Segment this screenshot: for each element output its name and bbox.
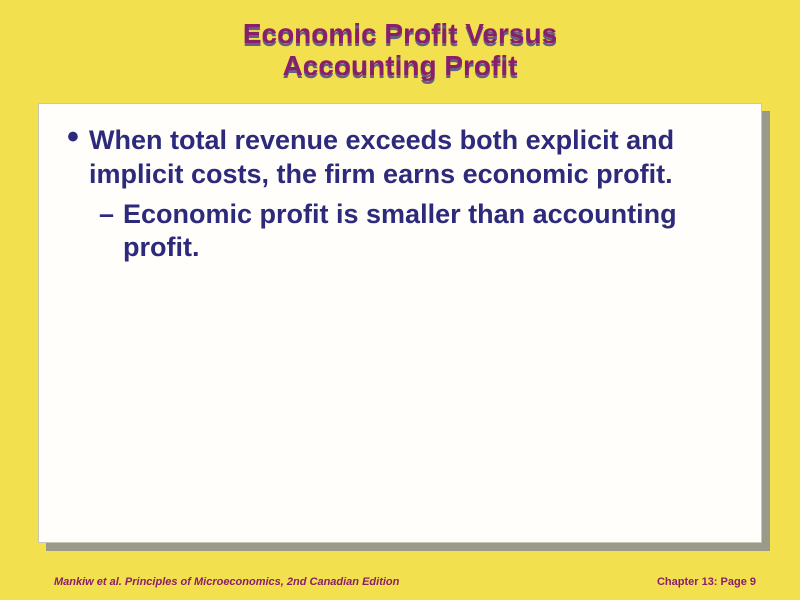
- slide-title: Economic Profit Versus Accounting Profit…: [0, 0, 800, 90]
- content-area: When total revenue exceeds both explicit…: [38, 103, 762, 543]
- content-box: When total revenue exceeds both explicit…: [38, 103, 762, 543]
- footer: Mankiw et al. Principles of Microeconomi…: [0, 576, 800, 588]
- bullet-list: When total revenue exceeds both explicit…: [61, 124, 731, 265]
- footer-source: Mankiw et al. Principles of Microeconomi…: [54, 576, 399, 588]
- sub-bullet-text: Economic profit is smaller than accounti…: [123, 199, 677, 263]
- bullet-item: When total revenue exceeds both explicit…: [61, 124, 731, 192]
- bullet-text: When total revenue exceeds both explicit…: [89, 125, 674, 189]
- sub-bullet-item: Economic profit is smaller than accounti…: [61, 198, 731, 266]
- title-main: Economic Profit Versus Accounting Profit: [0, 18, 800, 82]
- title-line2: Accounting Profit: [283, 50, 518, 81]
- footer-page: Chapter 13: Page 9: [657, 576, 756, 588]
- title-line1: Economic Profit Versus: [243, 18, 557, 49]
